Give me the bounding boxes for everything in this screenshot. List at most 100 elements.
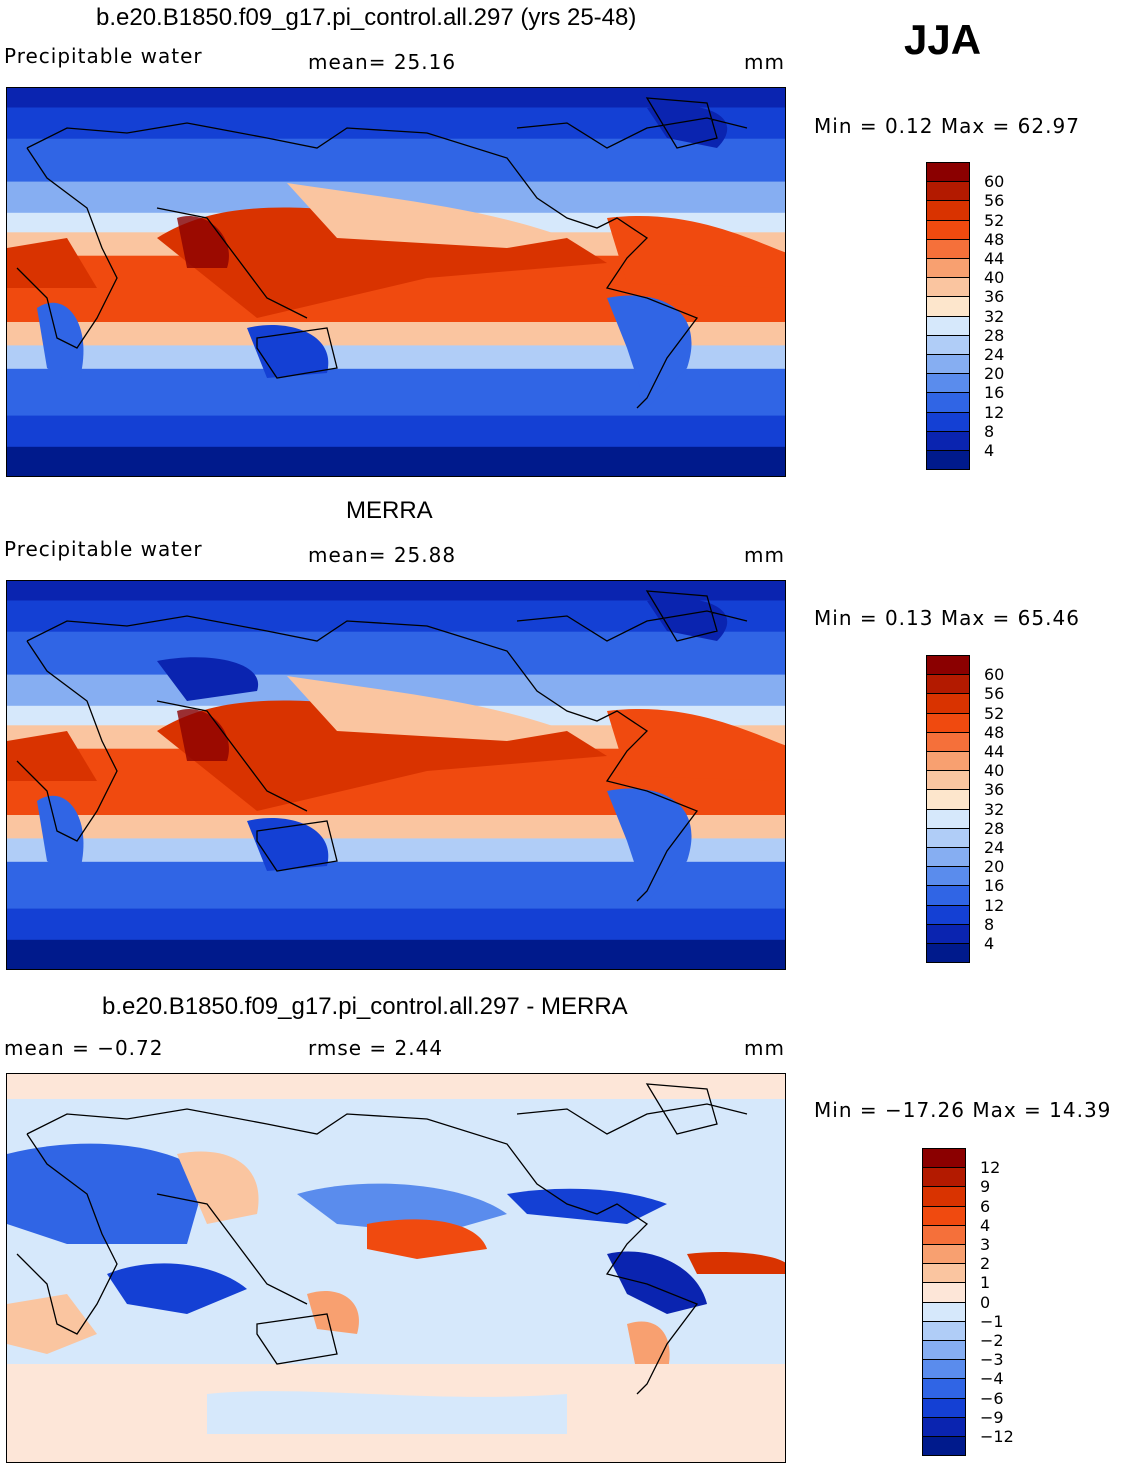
colorbar-tick-label: 4 [984, 441, 995, 460]
colorbar-swatch [926, 162, 970, 183]
colorbar-swatch [926, 411, 970, 432]
colorbar-tick-label: 44 [984, 249, 1005, 268]
panel-3-title: b.e20.B1850.f09_g17.pi_control.all.297 -… [102, 993, 628, 1020]
panel-2-title: MERRA [346, 497, 433, 524]
panel-3-units: mm [744, 1036, 785, 1060]
colorbar-swatch [926, 789, 970, 810]
colorbar-swatch [922, 1263, 966, 1284]
colorbar-tick-label: 36 [984, 287, 1005, 307]
colorbar-tick-label: 16 [984, 383, 1005, 403]
colorbar-tick-label: 0 [980, 1292, 991, 1312]
colorbar-tick-label: 60 [984, 665, 1005, 685]
colorbar-swatch [926, 430, 970, 451]
colorbar-tick-label: 8 [984, 421, 995, 441]
panel-3-minmax: Min = −17.26 Max = 14.39 [814, 1098, 1112, 1122]
colorbar-tick-label: 20 [984, 364, 1005, 384]
panel-2-variable: Precipitable water [4, 537, 203, 561]
colorbar-tick-label: 48 [984, 229, 1005, 249]
colorbar-tick-label: 52 [984, 703, 1005, 723]
panel-1-units: mm [744, 50, 785, 74]
colorbar-tick-label: 24 [984, 345, 1005, 364]
colorbar-swatch [926, 219, 970, 240]
colorbar-swatch [926, 181, 970, 202]
colorbar-swatch [926, 693, 970, 714]
colorbar-tick-label: 6 [980, 1196, 991, 1216]
colorbar-tick-label: 44 [984, 742, 1005, 761]
colorbar-tick-label: 32 [984, 799, 1005, 819]
colorbar-tick-label: −3 [980, 1350, 1004, 1370]
colorbar-swatch [926, 296, 970, 317]
colorbar-tick-label: −6 [980, 1388, 1004, 1408]
colorbar-tick-label: 32 [984, 306, 1005, 326]
colorbar-swatch [926, 712, 970, 733]
colorbar-tick-label: 20 [984, 857, 1005, 877]
colorbar-swatch [922, 1167, 966, 1188]
colorbar-tick-label: 12 [984, 402, 1005, 422]
colorbar-tick-label: 48 [984, 722, 1005, 742]
colorbar-swatch [926, 923, 970, 944]
colorbar-swatch [926, 770, 970, 791]
colorbar-swatch [926, 392, 970, 413]
colorbar-tick-label: 56 [984, 684, 1005, 704]
colorbar-tick-label: 52 [984, 210, 1005, 230]
panel-3-mean: mean = −0.72 [4, 1036, 164, 1060]
colorbar-swatch [926, 904, 970, 925]
colorbar-tick-label: 28 [984, 818, 1005, 838]
colorbar-tick-label: 1 [980, 1273, 991, 1293]
colorbar-tick-label: 40 [984, 761, 1005, 781]
colorbar-swatch [926, 354, 970, 375]
colorbar-tick-label: −12 [980, 1427, 1014, 1446]
colorbar-swatch [926, 200, 970, 221]
colorbar-tick-label: −1 [980, 1311, 1004, 1331]
panel-2-units: mm [744, 543, 785, 567]
panel-1-mean: mean= 25.16 [308, 50, 457, 74]
colorbar-tick-label: 12 [980, 1158, 1001, 1178]
colorbar-tick-label: 12 [984, 895, 1005, 915]
panel-1-variable: Precipitable water [4, 44, 203, 68]
colorbar-tick-label: 2 [980, 1254, 991, 1274]
colorbar-swatch [926, 674, 970, 695]
panel-2-minmax: Min = 0.13 Max = 65.46 [814, 606, 1080, 630]
colorbar-tick-label: 28 [984, 325, 1005, 345]
colorbar-swatch [926, 808, 970, 829]
colorbar-tick-label: 4 [984, 934, 995, 953]
colorbar-swatch [926, 866, 970, 887]
colorbar-tick-label: 24 [984, 838, 1005, 857]
colorbar-tick-label: −4 [980, 1369, 1004, 1389]
colorbar-swatch [926, 655, 970, 676]
colorbar-tick-label: 4 [980, 1215, 991, 1235]
colorbar-swatch [926, 450, 970, 471]
colorbar-swatch [926, 277, 970, 298]
colorbar-tick-label: −2 [980, 1331, 1004, 1350]
colorbar-swatch [926, 373, 970, 394]
colorbar-swatch [926, 238, 970, 259]
colorbar-swatch [922, 1320, 966, 1341]
colorbar-swatch [922, 1205, 966, 1226]
colorbar-tick-label: 3 [980, 1235, 991, 1254]
colorbar-tick-label: 36 [984, 780, 1005, 800]
colorbar-swatch [926, 731, 970, 752]
colorbar-tick-label: 16 [984, 876, 1005, 896]
colorbar-swatch [922, 1282, 966, 1303]
panel-2-mean: mean= 25.88 [308, 543, 457, 567]
colorbar-swatch [926, 258, 970, 279]
colorbar-swatch [922, 1436, 966, 1457]
colorbar-swatch [922, 1244, 966, 1265]
colorbar-swatch [922, 1301, 966, 1322]
colorbar-tick-label: 9 [980, 1177, 991, 1197]
colorbar-tick-label: 8 [984, 914, 995, 934]
colorbar-swatch [926, 827, 970, 848]
colorbar-swatch [922, 1378, 966, 1399]
colorbar-swatch [922, 1359, 966, 1380]
colorbar-tick-label: −9 [980, 1407, 1004, 1427]
colorbar-swatch [922, 1186, 966, 1207]
panel-1-map [6, 87, 786, 477]
colorbar-swatch [926, 885, 970, 906]
colorbar-tick-label: 56 [984, 191, 1005, 211]
colorbar-swatch [926, 334, 970, 355]
colorbar-swatch [926, 751, 970, 772]
colorbar-swatch [922, 1397, 966, 1418]
colorbar-tick-label: 40 [984, 268, 1005, 288]
panel-1-minmax: Min = 0.12 Max = 62.97 [814, 114, 1080, 138]
colorbar-swatch [922, 1340, 966, 1361]
